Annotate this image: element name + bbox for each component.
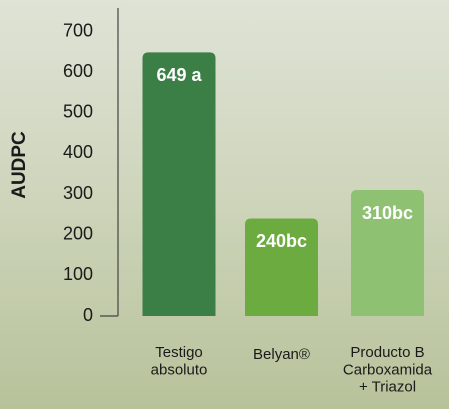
- page: AUDPC 0 100 200 300 400 500 600 700 Testigoabsol…: [0, 0, 449, 409]
- y-tick-label: 200: [63, 223, 93, 243]
- bar: [143, 52, 216, 316]
- value-label: 310bc: [362, 203, 413, 223]
- x-tick-label: Belyan®: [253, 346, 310, 363]
- y-tick-label: 0: [83, 305, 93, 325]
- value-label: 240bc: [256, 231, 307, 251]
- y-tick-label: 600: [63, 61, 93, 81]
- y-tick-label: 300: [63, 183, 93, 203]
- y-tick-label: 400: [63, 142, 93, 162]
- y-tick-label: 700: [63, 20, 93, 40]
- chart: AUDPC 0 100 200 300 400 500 600 700 Testigoabsol…: [0, 0, 449, 409]
- value-label: 649 a: [156, 65, 202, 85]
- y-tick-label: 100: [63, 264, 93, 284]
- y-tick-label: 500: [63, 102, 93, 122]
- y-axis-label: AUDPC: [9, 131, 30, 199]
